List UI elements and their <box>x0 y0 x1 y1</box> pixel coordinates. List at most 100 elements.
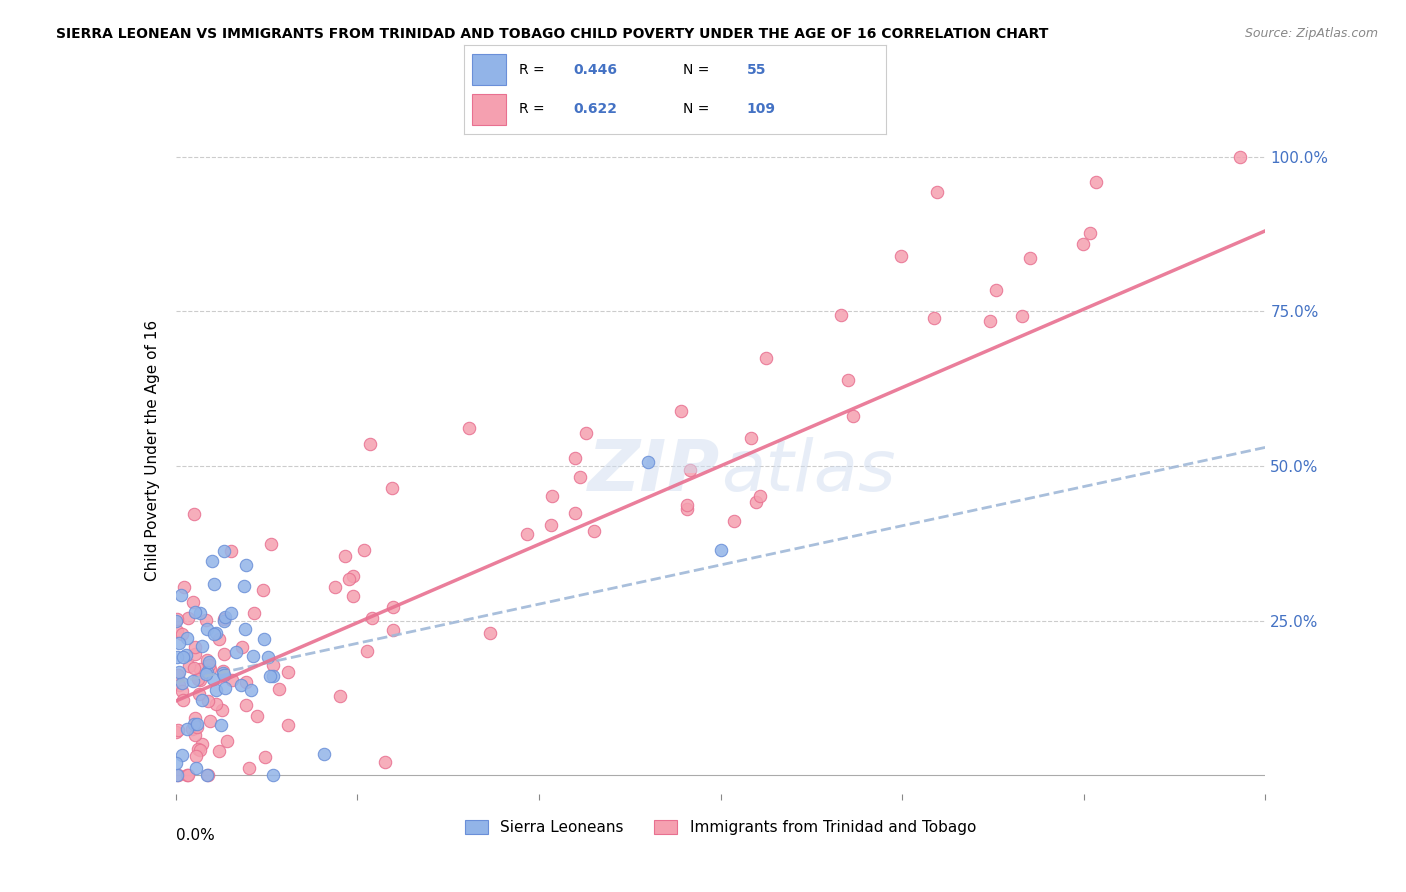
Immigrants from Trinidad and Tobago <box>212 647 235 661</box>
Sierra Leoneans <box>252 632 274 646</box>
Sierra Leoneans <box>167 636 190 650</box>
Sierra Leoneans <box>242 648 264 663</box>
Sierra Leoneans <box>710 543 733 558</box>
Immigrants from Trinidad and Tobago <box>166 667 188 681</box>
Text: 0.0%: 0.0% <box>176 828 215 843</box>
Immigrants from Trinidad and Tobago <box>679 463 702 477</box>
Sierra Leoneans <box>166 756 188 770</box>
Immigrants from Trinidad and Tobago <box>755 351 778 365</box>
Immigrants from Trinidad and Tobago <box>197 693 219 707</box>
Immigrants from Trinidad and Tobago <box>575 425 598 440</box>
Immigrants from Trinidad and Tobago <box>262 658 284 673</box>
Immigrants from Trinidad and Tobago <box>187 672 209 686</box>
Sierra Leoneans <box>181 673 204 688</box>
Immigrants from Trinidad and Tobago <box>184 728 207 742</box>
Immigrants from Trinidad and Tobago <box>212 664 235 678</box>
Immigrants from Trinidad and Tobago <box>207 632 229 646</box>
Sierra Leoneans <box>232 579 254 593</box>
Immigrants from Trinidad and Tobago <box>195 614 218 628</box>
Immigrants from Trinidad and Tobago <box>221 673 243 688</box>
Sierra Leoneans <box>186 717 208 731</box>
Immigrants from Trinidad and Tobago <box>353 542 375 557</box>
Immigrants from Trinidad and Tobago <box>165 725 187 739</box>
Sierra Leoneans <box>204 682 226 697</box>
Sierra Leoneans <box>195 665 218 680</box>
Sierra Leoneans <box>167 665 190 679</box>
Immigrants from Trinidad and Tobago <box>170 626 193 640</box>
Immigrants from Trinidad and Tobago <box>238 761 260 775</box>
Immigrants from Trinidad and Tobago <box>979 314 1001 328</box>
Immigrants from Trinidad and Tobago <box>246 708 269 723</box>
Immigrants from Trinidad and Tobago <box>219 544 242 558</box>
Text: 0.622: 0.622 <box>574 102 617 116</box>
Immigrants from Trinidad and Tobago <box>516 526 538 541</box>
Sierra Leoneans <box>166 650 188 665</box>
Sierra Leoneans <box>262 669 284 683</box>
Text: 55: 55 <box>747 62 766 77</box>
Immigrants from Trinidad and Tobago <box>172 692 194 706</box>
Immigrants from Trinidad and Tobago <box>212 612 235 626</box>
Sierra Leoneans <box>191 692 214 706</box>
Sierra Leoneans <box>219 606 242 620</box>
Immigrants from Trinidad and Tobago <box>198 657 221 672</box>
Immigrants from Trinidad and Tobago <box>380 481 402 495</box>
Immigrants from Trinidad and Tobago <box>181 595 204 609</box>
Immigrants from Trinidad and Tobago <box>323 580 346 594</box>
Sierra Leoneans <box>183 717 205 731</box>
Immigrants from Trinidad and Tobago <box>723 515 745 529</box>
Immigrants from Trinidad and Tobago <box>176 768 198 782</box>
Sierra Leoneans <box>211 666 233 681</box>
Immigrants from Trinidad and Tobago <box>342 569 364 583</box>
Immigrants from Trinidad and Tobago <box>208 744 231 758</box>
Immigrants from Trinidad and Tobago <box>669 404 692 418</box>
Immigrants from Trinidad and Tobago <box>540 518 562 533</box>
Sierra Leoneans <box>212 614 235 628</box>
Sierra Leoneans <box>170 676 193 690</box>
Immigrants from Trinidad and Tobago <box>342 590 364 604</box>
Sierra Leoneans <box>191 639 214 653</box>
Immigrants from Trinidad and Tobago <box>1229 149 1251 163</box>
Immigrants from Trinidad and Tobago <box>187 687 209 701</box>
Immigrants from Trinidad and Tobago <box>181 723 204 737</box>
Immigrants from Trinidad and Tobago <box>167 768 190 782</box>
Immigrants from Trinidad and Tobago <box>176 611 198 625</box>
Immigrants from Trinidad and Tobago <box>191 737 214 751</box>
Sierra Leoneans <box>209 718 232 732</box>
Immigrants from Trinidad and Tobago <box>195 653 218 667</box>
Immigrants from Trinidad and Tobago <box>927 185 949 199</box>
Immigrants from Trinidad and Tobago <box>184 647 207 661</box>
Immigrants from Trinidad and Tobago <box>188 673 211 687</box>
Sierra Leoneans <box>637 455 659 469</box>
Immigrants from Trinidad and Tobago <box>1071 236 1094 251</box>
Immigrants from Trinidad and Tobago <box>188 743 211 757</box>
Sierra Leoneans <box>212 544 235 558</box>
FancyBboxPatch shape <box>472 94 506 125</box>
Immigrants from Trinidad and Tobago <box>381 623 404 637</box>
Immigrants from Trinidad and Tobago <box>1011 310 1033 324</box>
Text: 0.446: 0.446 <box>574 62 617 77</box>
Immigrants from Trinidad and Tobago <box>187 741 209 756</box>
Sierra Leoneans <box>214 681 236 696</box>
Sierra Leoneans <box>165 614 187 628</box>
Sierra Leoneans <box>170 588 193 602</box>
Immigrants from Trinidad and Tobago <box>211 703 233 717</box>
Text: 109: 109 <box>747 102 776 116</box>
Immigrants from Trinidad and Tobago <box>252 583 274 598</box>
Immigrants from Trinidad and Tobago <box>842 409 865 423</box>
Sierra Leoneans <box>239 683 262 698</box>
Immigrants from Trinidad and Tobago <box>922 311 945 326</box>
Sierra Leoneans <box>195 768 218 782</box>
Immigrants from Trinidad and Tobago <box>541 489 564 503</box>
Text: N =: N = <box>683 102 714 116</box>
Immigrants from Trinidad and Tobago <box>837 373 859 387</box>
Immigrants from Trinidad and Tobago <box>172 684 194 698</box>
Immigrants from Trinidad and Tobago <box>356 644 378 658</box>
Sierra Leoneans <box>201 554 224 568</box>
Sierra Leoneans <box>176 631 198 645</box>
Immigrants from Trinidad and Tobago <box>478 626 501 640</box>
Immigrants from Trinidad and Tobago <box>183 507 205 521</box>
Immigrants from Trinidad and Tobago <box>830 308 852 322</box>
Immigrants from Trinidad and Tobago <box>177 768 200 782</box>
Immigrants from Trinidad and Tobago <box>359 437 381 451</box>
Sierra Leoneans <box>184 606 207 620</box>
